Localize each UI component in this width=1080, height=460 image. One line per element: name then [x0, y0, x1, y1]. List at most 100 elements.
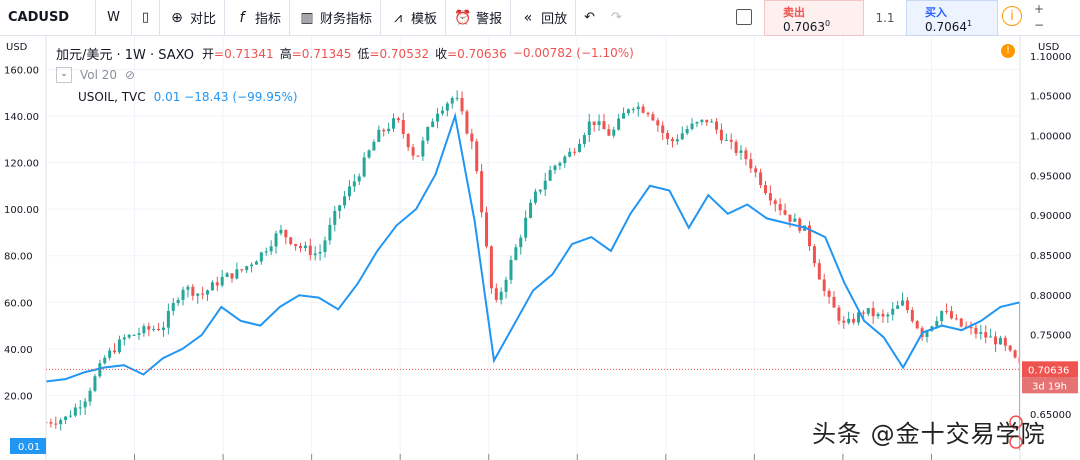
candle-body: [470, 133, 474, 142]
legend-oil-name: USOIL, TVC: [78, 90, 146, 104]
candle-body: [88, 390, 92, 402]
replay-button[interactable]: « 回放: [511, 0, 577, 36]
last-price-label: 0.70636: [1028, 365, 1069, 376]
candle-body: [715, 121, 719, 130]
candle-body: [264, 251, 268, 253]
candle-body: [925, 330, 929, 337]
candle-body: [881, 313, 885, 317]
templates-button[interactable]: ⩘ 模板: [381, 0, 447, 36]
candle-body: [382, 129, 386, 132]
candle-body: [998, 337, 1002, 345]
symbol-search-button[interactable]: CADUSD: [0, 0, 96, 36]
candle-body: [338, 205, 342, 211]
candle-body: [631, 109, 635, 111]
candle-body: [108, 350, 112, 358]
candle-body: [538, 189, 542, 192]
undo-icon: ↶: [584, 10, 595, 25]
candle-body: [313, 253, 317, 256]
candle-body: [705, 119, 709, 123]
candle-body: [734, 141, 738, 153]
candle-body: [641, 106, 645, 113]
candle-body: [113, 350, 117, 353]
indicators-label: 指标: [255, 12, 282, 27]
candle-body: [54, 423, 58, 425]
candle-body: [117, 339, 121, 353]
candle-body: [656, 120, 660, 126]
candle-body: [485, 212, 489, 247]
countdown-badge: [1022, 377, 1078, 394]
candle-body: [783, 210, 787, 215]
left-tick-label: 60.00: [4, 298, 33, 309]
candle-body: [724, 139, 728, 141]
eye-off-icon[interactable]: ⊘: [125, 68, 136, 82]
alert-button[interactable]: ⏰ 警报: [446, 0, 512, 36]
candle-body: [871, 308, 875, 317]
buy-button[interactable]: 买入 0.70641: [906, 0, 998, 36]
redo-button[interactable]: ↷: [603, 0, 630, 36]
candle-body: [411, 147, 415, 156]
candle-body: [475, 141, 479, 172]
candle-body: [98, 363, 102, 377]
candle-body: [812, 246, 816, 264]
info-icon[interactable]: i: [1002, 6, 1022, 26]
right-tick-label: 0.75000: [1030, 331, 1071, 342]
candle-body: [64, 416, 68, 421]
candle-body: [695, 122, 699, 124]
candle-body: [494, 288, 498, 300]
plus-circle-icon: ⊕: [171, 9, 183, 26]
right-tick-label: 0.65000: [1030, 410, 1071, 421]
zoom-in-button[interactable]: +: [1034, 2, 1045, 16]
candle-body: [856, 312, 860, 323]
candle-body: [798, 218, 802, 231]
candle-body: [318, 251, 322, 254]
alert-marker-icon[interactable]: !: [1001, 44, 1015, 58]
compare-button[interactable]: ⊕ 对比: [160, 0, 226, 36]
candle-body: [680, 133, 684, 140]
candle-body: [445, 103, 449, 111]
candle-body: [582, 135, 586, 144]
candle-body: [529, 202, 533, 218]
candle-body: [959, 318, 963, 327]
interval-button[interactable]: W: [96, 0, 132, 36]
fullscreen-icon[interactable]: [736, 9, 752, 25]
candle-body: [861, 312, 865, 314]
candle-body: [396, 118, 400, 121]
candle-body: [259, 252, 263, 262]
candle-body: [592, 121, 596, 126]
candle-body: [78, 407, 82, 409]
candle-body: [896, 305, 900, 309]
candle-style-icon[interactable]: ▯: [132, 0, 160, 36]
oil-last-badge: [10, 437, 46, 454]
candle-body: [480, 171, 484, 213]
zoom-controls: + −: [1030, 0, 1050, 36]
candle-body: [357, 176, 361, 182]
candle-body: [749, 159, 753, 169]
candle-body: [949, 311, 953, 319]
candle-body: [876, 313, 880, 317]
candle-body: [59, 420, 63, 425]
left-axis: USD 160.00 140.00 120.00 100.00 80.00 60.00 40.…: [0, 36, 47, 460]
collapse-chevron-icon[interactable]: ⌄: [56, 67, 72, 83]
zoom-out-button[interactable]: −: [1034, 18, 1045, 32]
indicators-button[interactable]: f 指标: [225, 0, 291, 36]
candles: [44, 90, 1022, 431]
replay-label: 回放: [541, 12, 568, 27]
sell-button[interactable]: 卖出 0.70630: [764, 0, 864, 36]
candle-body: [68, 415, 72, 417]
candle-body: [455, 97, 459, 99]
candle-body: [450, 98, 454, 104]
candle-body: [543, 180, 547, 190]
undo-button[interactable]: ↶: [576, 0, 603, 36]
candle-body: [220, 276, 224, 286]
candle-body: [533, 191, 537, 203]
candle-body: [440, 110, 444, 114]
candle-body: [651, 114, 655, 121]
legend-oil-values: 0.01 −18.43 (−99.95%): [153, 90, 298, 104]
candle-body: [763, 185, 767, 194]
price-chart[interactable]: USD 160.00 140.00 120.00 100.00 80.00 60.00 40.…: [0, 36, 1080, 460]
candle-body: [201, 293, 205, 295]
candle-body: [142, 326, 146, 334]
candle-body: [690, 123, 694, 129]
financials-button[interactable]: ▥ 财务指标: [290, 0, 382, 36]
legend-change: −0.00782 (−1.10%): [512, 46, 634, 60]
